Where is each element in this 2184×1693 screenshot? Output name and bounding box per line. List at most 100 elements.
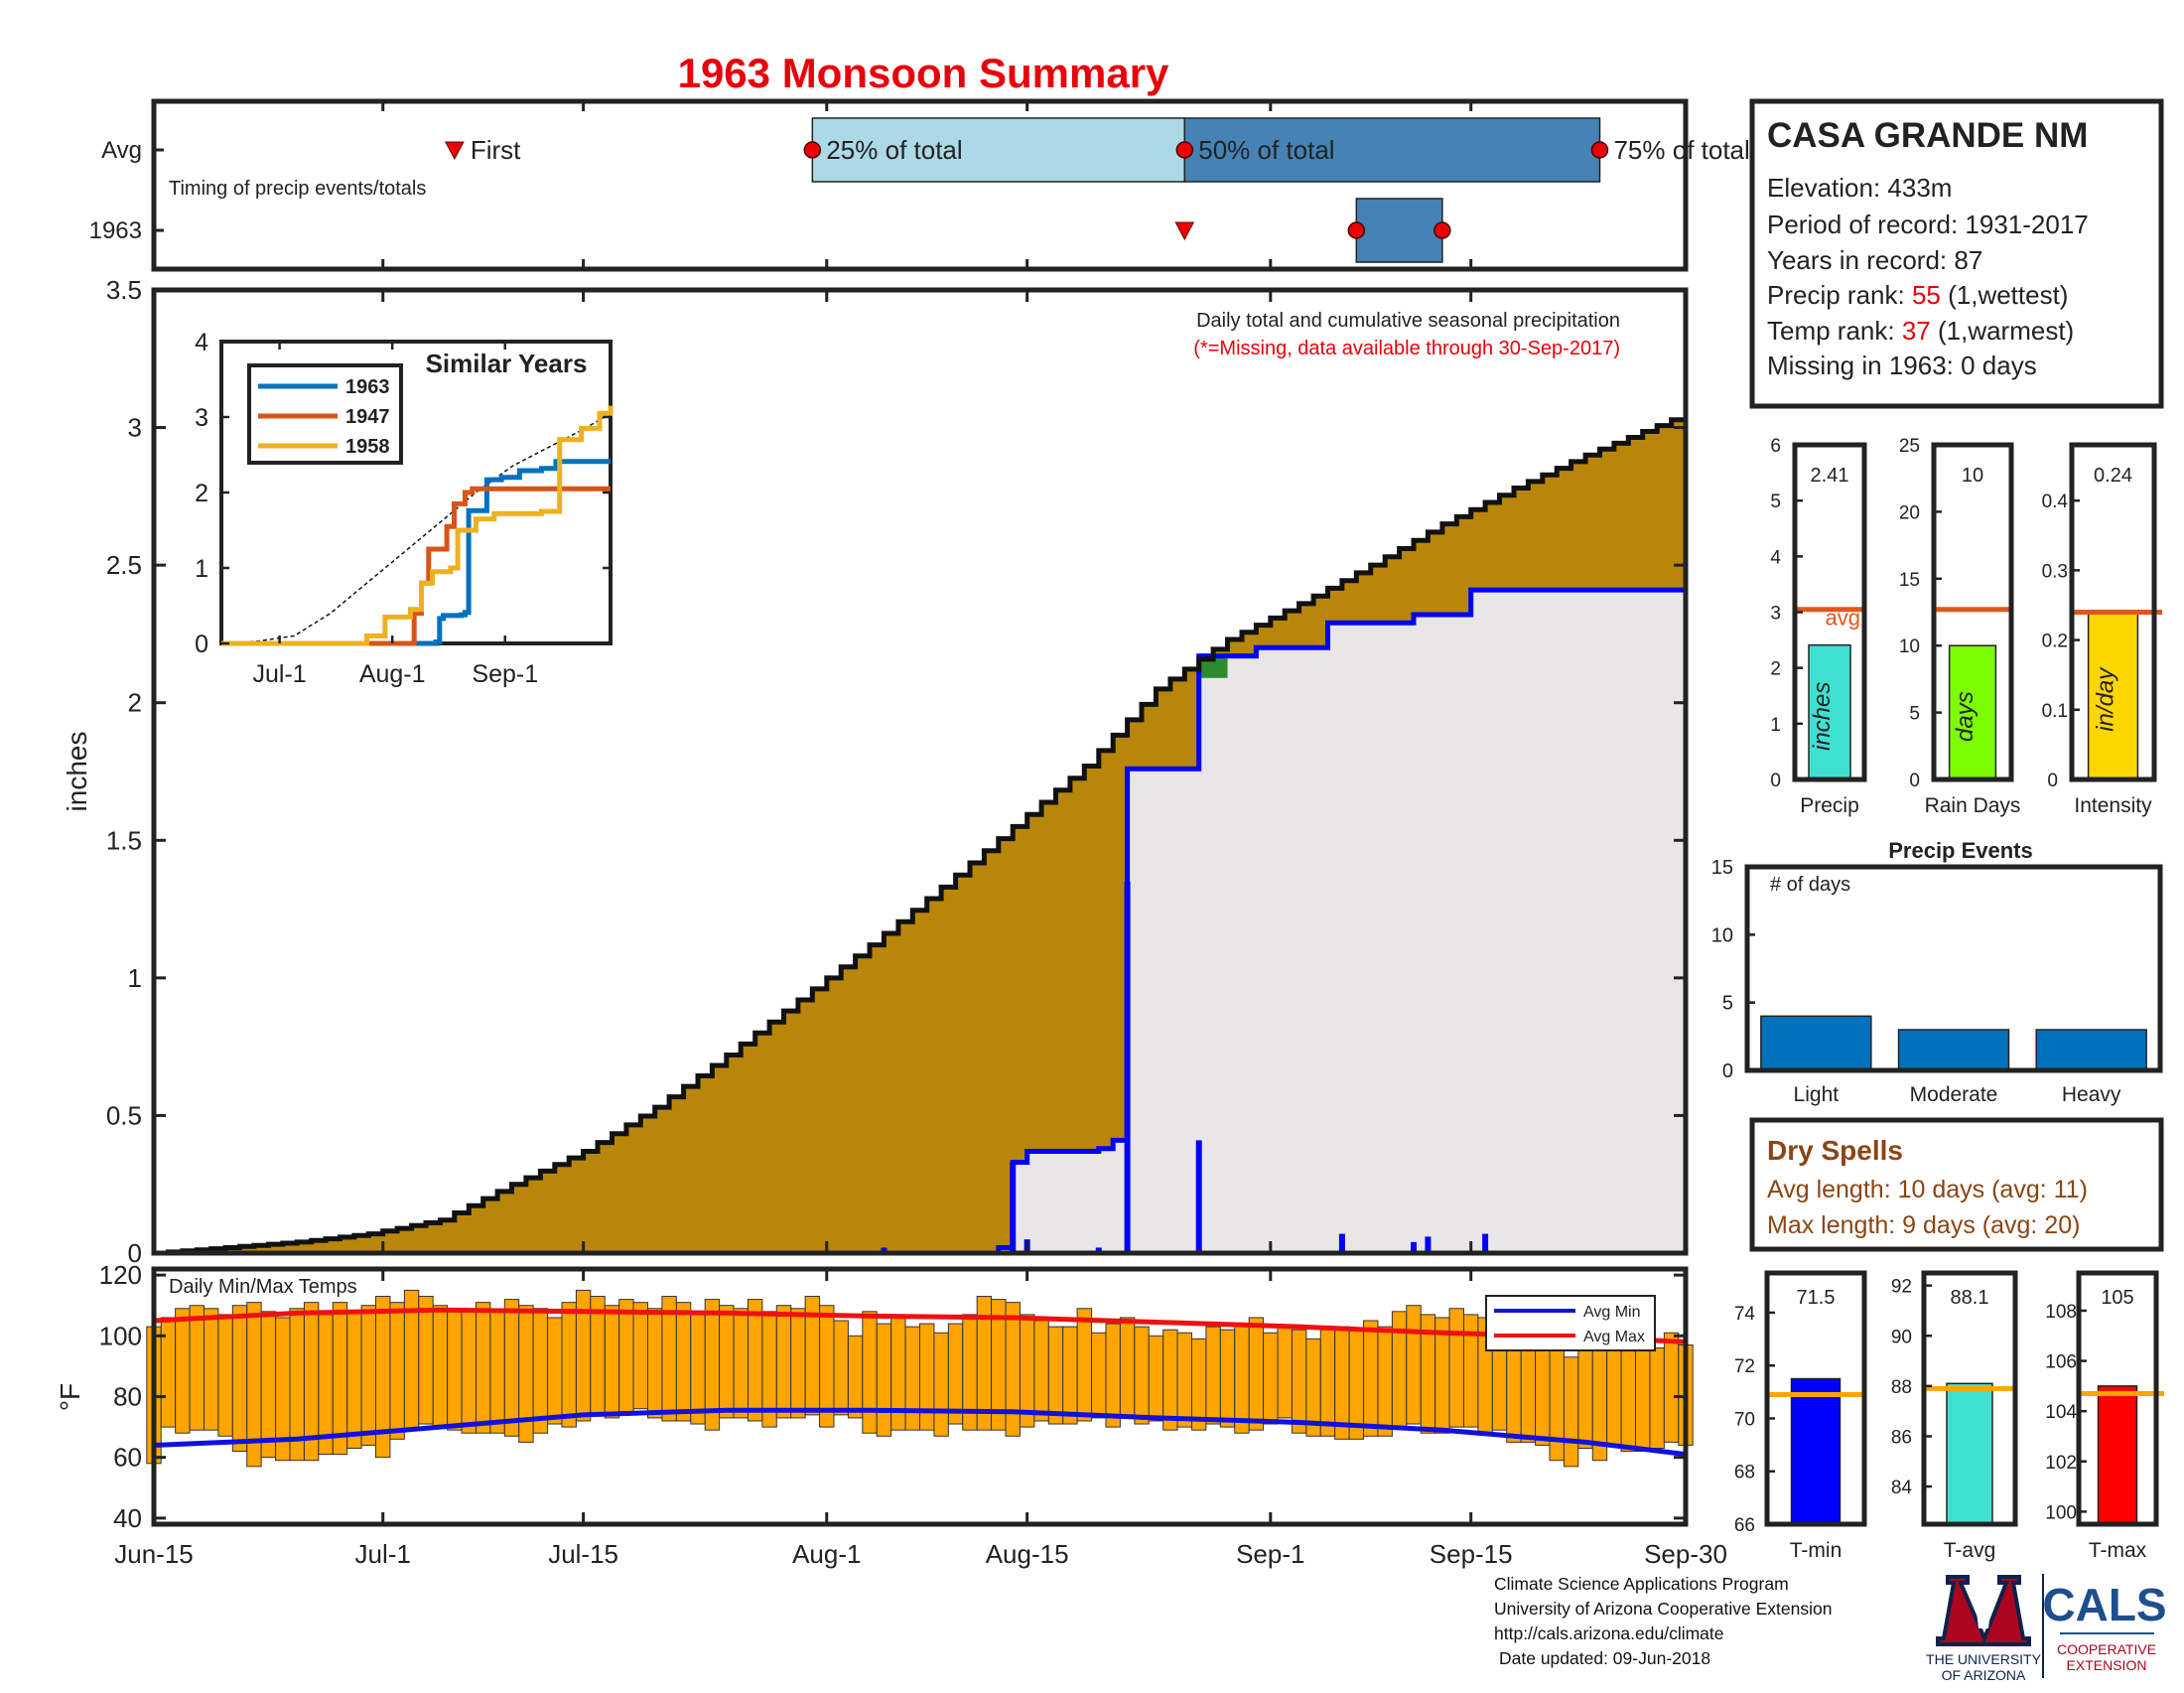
daily-temp-bar (1448, 1308, 1464, 1428)
daily-temp-bar (475, 1302, 491, 1434)
mini-y-tick-label: 5 (1909, 704, 1920, 725)
station-precip-rank: Precip rank: 55 (1,wettest) (1767, 280, 2068, 310)
daily-temp-bar (1263, 1332, 1279, 1425)
temp-y-tick-label: 80 (113, 1382, 142, 1412)
mini-y-tick-label: 0.3 (2042, 561, 2068, 582)
mini-axis-label-1: Rain Days (1925, 794, 2021, 817)
daily-temp-bar (675, 1302, 692, 1422)
footer-line-program: Climate Science Applications Program (1494, 1574, 1789, 1594)
daily-temp-bar (1219, 1329, 1236, 1428)
footer-line-university: University of Arizona Cooperative Extens… (1494, 1599, 1833, 1619)
temp-y-tick-label: 60 (113, 1443, 142, 1473)
daily-temp-bar (690, 1314, 706, 1425)
footer-line-url[interactable]: http://cals.arizona.edu/climate (1494, 1623, 1724, 1643)
temp-panel-label-2: T-max (2089, 1539, 2147, 1562)
daily-temp-bar (747, 1299, 763, 1422)
precip-y-tick-label: 2 (128, 688, 142, 718)
daily-temp-bar (1291, 1329, 1307, 1434)
daily-temp-bar (733, 1308, 749, 1419)
footer-line-date: Date updated: 09-Jun-2018 (1499, 1648, 1711, 1668)
similar-years-legend-label-1963: 1963 (345, 376, 390, 398)
timing-avg-box-25-50 (811, 117, 1186, 183)
timing-p25-label: 25% of total (826, 135, 962, 165)
daily-temp-bar (1076, 1308, 1093, 1422)
daily-temp-bar (1319, 1329, 1336, 1437)
station-elevation: Elevation: 433m (1767, 173, 1952, 203)
daily-temp-bar (890, 1317, 906, 1431)
temp-panel-y-tick-label: 88 (1891, 1377, 1912, 1398)
timing-row-label-avg: Avg (101, 137, 142, 164)
timing-first-label: First (471, 135, 521, 165)
temp-panel-y-tick-label: 86 (1891, 1427, 1912, 1448)
daily-temp-bar (360, 1305, 377, 1446)
daily-temp-bar (332, 1302, 348, 1456)
similar-years-line-1947 (221, 486, 611, 646)
temp-bar-t-max (2097, 1385, 2138, 1525)
daily-temp-bar (447, 1308, 463, 1431)
daily-temp-bar (1406, 1305, 1422, 1425)
daily-temp-bar (461, 1311, 477, 1434)
precip-chart-title: Daily total and cumulative seasonal prec… (1196, 310, 1620, 332)
daily-temp-bar (775, 1305, 792, 1419)
precip-y-tick-label: 3 (128, 413, 142, 443)
precip-y-tick-label: 0.5 (106, 1100, 142, 1130)
temp-panel-y-tick-label: 108 (2045, 1302, 2077, 1323)
temp-panel-y-tick-label: 102 (2045, 1453, 2077, 1474)
precip-rank-part: 55 (1912, 280, 1941, 310)
dry-spells-title: Dry Spells (1767, 1135, 1903, 1166)
similar-years-y-tick-label: 0 (195, 631, 208, 658)
similar-years-x-tick-label: Jul-1 (253, 660, 307, 688)
daily-temp-bar (1091, 1332, 1107, 1419)
timing-row-label-1963: 1963 (89, 217, 142, 244)
mini-y-tick-label: 10 (1899, 636, 1920, 657)
daily-temp-bar (346, 1311, 362, 1450)
daily-temp-bar (203, 1308, 219, 1431)
similar-years-legend-label-1947: 1947 (345, 406, 390, 428)
daily-temp-bar (1176, 1332, 1192, 1428)
x-axis-date-label: Sep-15 (1430, 1539, 1513, 1569)
precip-y-tick-label: 2.5 (106, 550, 142, 580)
similar-years-y-tick-label: 2 (195, 480, 208, 507)
temp-panel-frame-0 (1764, 1270, 1867, 1527)
timing-avg-box-50-75 (1183, 117, 1601, 183)
daily-temp-bar (418, 1296, 434, 1425)
precip-1963-cumulative-line (154, 587, 1686, 1256)
timing-caption: Timing of precip events/totals (169, 178, 426, 200)
precip-1963-cumulative-area (154, 590, 1686, 1253)
precip-events-y-tick-label: 10 (1711, 924, 1733, 946)
precip-y-tick-label: 1.5 (106, 825, 142, 855)
daily-precip-bar (1425, 1236, 1432, 1253)
mini-axis-label-0: Precip (1800, 794, 1859, 817)
daily-temp-bar (719, 1305, 735, 1419)
similar-years-legend-label-1958: 1958 (345, 436, 390, 458)
temp-panel-y-tick-label: 72 (1734, 1356, 1755, 1377)
daily-temp-bar (790, 1308, 806, 1419)
daily-temp-bar (1134, 1326, 1150, 1425)
mini-y-tick-label: 6 (1770, 436, 1781, 457)
daily-temp-bar (532, 1308, 549, 1434)
similar-years-title: Similar Years (426, 349, 588, 378)
precip-y-tick-label: 1 (128, 963, 142, 993)
station-period: Period of record: 1931-2017 (1767, 210, 2089, 239)
mini-value-label-1: 10 (1962, 465, 1983, 487)
precip-events-label-heavy: Heavy (2062, 1083, 2121, 1106)
daily-temp-bar (1377, 1326, 1393, 1437)
daily-temp-bar (1047, 1326, 1064, 1425)
daily-temp-bar (1033, 1320, 1049, 1422)
daily-temp-bar (1119, 1317, 1136, 1419)
similar-years-average-line (220, 412, 612, 644)
ua-logo-line2: OF ARIZONA (1942, 1667, 2026, 1683)
daily-temp-bar (1005, 1302, 1021, 1437)
daily-temp-bar (862, 1311, 878, 1434)
mini-y-tick-label: 0.1 (2042, 701, 2068, 722)
mini-bar-text-0: inches (1809, 682, 1836, 751)
daily-temp-bar (919, 1323, 935, 1431)
similar-years-y-tick-label: 4 (195, 329, 208, 356)
mini-bar-rain-days (1948, 644, 1997, 780)
mini-y-tick-label: 1 (1770, 715, 1781, 736)
daily-temp-bar (647, 1308, 663, 1419)
daily-temp-bar (503, 1299, 520, 1437)
timing-1963-p50-marker (1433, 221, 1451, 239)
